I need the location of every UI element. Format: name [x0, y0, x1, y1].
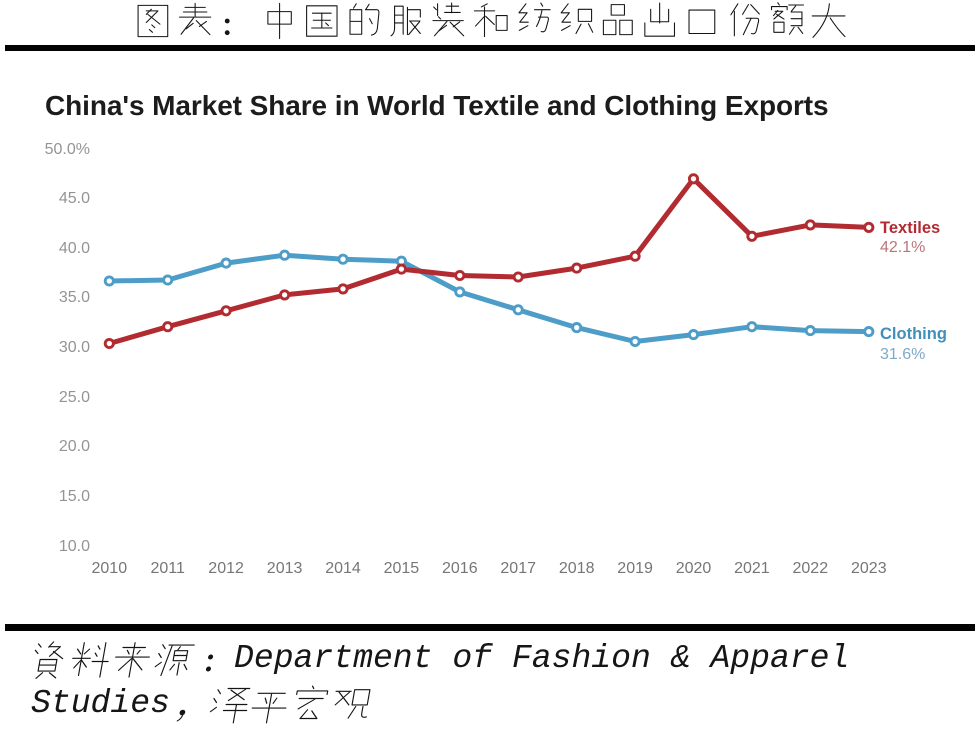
svg-text:Studies: Studies [31, 684, 170, 722]
svg-text:Department of Fashion & Appare: Department of Fashion & Apparel [234, 639, 849, 677]
